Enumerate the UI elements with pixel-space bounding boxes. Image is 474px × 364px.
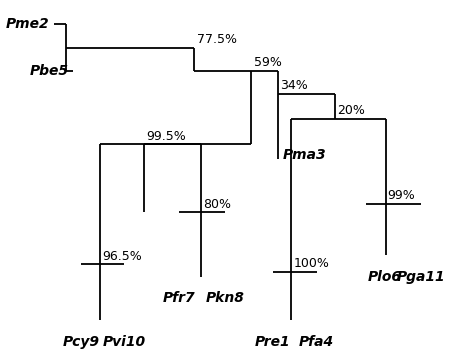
- Text: 100%: 100%: [293, 257, 329, 270]
- Text: 34%: 34%: [280, 79, 308, 92]
- Text: Pfa4: Pfa4: [299, 335, 334, 348]
- Text: 99.5%: 99.5%: [146, 130, 186, 143]
- Text: 20%: 20%: [337, 104, 365, 118]
- Text: 77.5%: 77.5%: [197, 33, 237, 46]
- Text: Pcy9: Pcy9: [63, 335, 100, 348]
- Text: Pfr7: Pfr7: [163, 292, 195, 305]
- Text: 80%: 80%: [203, 198, 231, 211]
- Text: Plo6: Plo6: [368, 270, 402, 284]
- Text: Pre1: Pre1: [255, 335, 291, 348]
- Text: 96.5%: 96.5%: [102, 250, 142, 263]
- Text: Pkn8: Pkn8: [206, 292, 245, 305]
- Text: Pme2: Pme2: [6, 17, 49, 31]
- Text: Pma3: Pma3: [282, 148, 326, 162]
- Text: Pvi10: Pvi10: [102, 335, 146, 348]
- Text: Pga11: Pga11: [396, 270, 445, 284]
- Text: Pbe5: Pbe5: [30, 64, 69, 78]
- Text: 99%: 99%: [388, 189, 416, 202]
- Text: 59%: 59%: [254, 56, 282, 69]
